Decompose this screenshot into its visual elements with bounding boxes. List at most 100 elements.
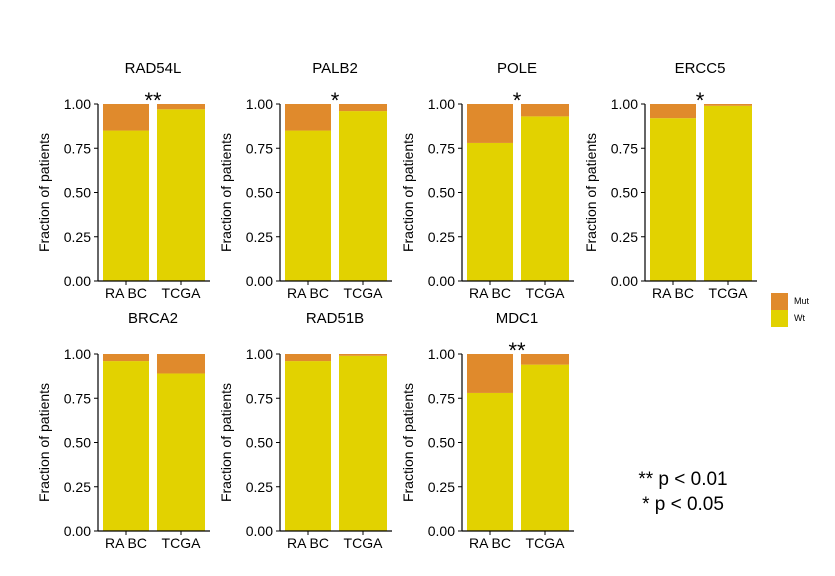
y-tick-label: 0.25 bbox=[428, 479, 455, 495]
bar-wt-tcga bbox=[157, 109, 205, 281]
y-tick-label: 0.75 bbox=[246, 390, 273, 406]
y-tick-label: 0.75 bbox=[428, 390, 455, 406]
y-tick-label: 0.50 bbox=[428, 185, 455, 201]
y-tick-label: 0.50 bbox=[64, 435, 91, 451]
legend-swatch-wt bbox=[771, 310, 788, 327]
x-tick-label: RA BC bbox=[105, 285, 147, 301]
bar-mut-tcga bbox=[157, 354, 205, 374]
bar-wt-tcga bbox=[704, 105, 752, 282]
significance-marker: * bbox=[331, 88, 340, 113]
y-tick-label: 0.00 bbox=[428, 273, 455, 289]
y-tick-label: 0.00 bbox=[64, 273, 91, 289]
panel-title: ERCC5 bbox=[675, 60, 726, 77]
bar-mut-ra-bc bbox=[467, 354, 513, 393]
y-axis-label: Fraction of patients bbox=[400, 383, 416, 502]
panel-brca2: BRCA2 RA BC TCGA 0.00 0.25 0.50 0.75 1.00 Fracti… bbox=[36, 310, 210, 551]
y-tick-label: 0.75 bbox=[611, 140, 638, 156]
y-tick-label: 1.00 bbox=[64, 346, 91, 362]
bar-wt-ra-bc bbox=[467, 142, 513, 281]
bar-wt-tcga bbox=[521, 116, 569, 281]
bar-wt-tcga bbox=[157, 373, 205, 531]
x-tick-label: RA BC bbox=[469, 285, 511, 301]
bar-wt-ra-bc bbox=[467, 392, 513, 531]
bar-mut-tcga bbox=[339, 354, 387, 356]
bar-wt-ra-bc bbox=[650, 118, 696, 281]
legend-label-wt: Wt bbox=[794, 313, 805, 323]
panel-title: BRCA2 bbox=[128, 310, 178, 327]
bar-mut-ra-bc bbox=[467, 104, 513, 143]
panel-rad54l: RAD54L**RA BC TCGA0.000.250.500.751.00Fra… bbox=[36, 60, 210, 301]
y-tick-label: 0.50 bbox=[246, 435, 273, 451]
x-tick-label: TCGA bbox=[344, 285, 384, 301]
panels-group: RAD54L * * RA BC TCGA 0.00 0.25 0.50 0.75 1.00 Fra… bbox=[36, 60, 757, 551]
bar-mut-ra-bc bbox=[285, 104, 331, 131]
y-tick-label: 0.25 bbox=[246, 479, 273, 495]
significance-marker: * bbox=[513, 88, 522, 113]
bar-mut-tcga bbox=[157, 104, 205, 110]
significance-marker: * bbox=[696, 88, 705, 113]
y-tick-label: 0.25 bbox=[611, 229, 638, 245]
x-tick-label: RA BC bbox=[287, 285, 329, 301]
panel-mdc1: MDC1**RA BC TCGA0.000.250.500.751.00Fract… bbox=[400, 310, 574, 551]
panel-palb2: PALB2 * RA BC TCGA 0.00 0.25 0.50 0.75 1.00 Fract… bbox=[218, 60, 392, 301]
y-tick-label: 0.00 bbox=[246, 523, 273, 539]
bar-mut-tcga bbox=[521, 104, 569, 117]
bar-wt-ra-bc bbox=[103, 130, 149, 281]
significance-key: ** p < 0.01 * p < 0.05 bbox=[638, 469, 727, 515]
y-tick-label: 0.75 bbox=[246, 140, 273, 156]
y-tick-label: 1.00 bbox=[64, 96, 91, 112]
y-tick-label: 0.25 bbox=[64, 229, 91, 245]
y-axis-label: Fraction of patients bbox=[583, 133, 599, 252]
legend-swatch-mut bbox=[771, 293, 788, 310]
y-tick-label: 1.00 bbox=[246, 346, 273, 362]
x-tick-label: TCGA bbox=[162, 535, 202, 551]
bar-mut-tcga bbox=[521, 354, 569, 365]
y-tick-label: 1.00 bbox=[428, 346, 455, 362]
x-tick-label: TCGA bbox=[526, 535, 566, 551]
y-tick-label: 0.50 bbox=[428, 435, 455, 451]
bar-wt-ra-bc bbox=[285, 361, 331, 531]
x-tick-label: RA BC bbox=[469, 535, 511, 551]
y-tick-label: 1.00 bbox=[428, 96, 455, 112]
y-tick-label: 0.75 bbox=[64, 390, 91, 406]
legend-label-mut: Mut bbox=[794, 296, 810, 306]
bar-mut-ra-bc bbox=[285, 354, 331, 362]
panel-title: PALB2 bbox=[312, 60, 358, 77]
y-axis-label: Fraction of patients bbox=[400, 133, 416, 252]
y-tick-label: 1.00 bbox=[246, 96, 273, 112]
panel-title: MDC1 bbox=[496, 310, 539, 327]
panel-ercc5: ERCC5 * RA BC TCGA 0.00 0.25 0.50 0.75 1.00 Fract… bbox=[583, 60, 757, 301]
bar-wt-tcga bbox=[339, 355, 387, 531]
significance-note: ** p < 0.01 bbox=[638, 469, 727, 490]
panel-title: RAD51B bbox=[306, 310, 364, 327]
bar-mut-tcga bbox=[339, 104, 387, 112]
bar-mut-ra-bc bbox=[103, 104, 149, 131]
bar-mut-ra-bc bbox=[650, 104, 696, 119]
y-tick-label: 0.50 bbox=[64, 185, 91, 201]
y-axis-label: Fraction of patients bbox=[218, 383, 234, 502]
y-tick-label: 1.00 bbox=[611, 96, 638, 112]
bar-wt-tcga bbox=[521, 364, 569, 531]
x-tick-label: TCGA bbox=[526, 285, 566, 301]
x-tick-label: RA BC bbox=[105, 535, 147, 551]
x-tick-label: TCGA bbox=[162, 285, 202, 301]
panel-pole: POLE * RA BC TCGA 0.00 0.25 0.50 0.75 1.00 Fracti… bbox=[400, 60, 574, 301]
bar-wt-ra-bc bbox=[103, 361, 149, 531]
legend: Mut Wt bbox=[771, 293, 810, 327]
y-tick-label: 0.00 bbox=[611, 273, 638, 289]
y-tick-label: 0.00 bbox=[428, 523, 455, 539]
y-tick-label: 0.75 bbox=[428, 140, 455, 156]
bar-mut-ra-bc bbox=[103, 354, 149, 362]
y-tick-label: 0.50 bbox=[611, 185, 638, 201]
y-tick-label: 0.25 bbox=[428, 229, 455, 245]
y-axis-label: Fraction of patients bbox=[218, 133, 234, 252]
panel-title: POLE bbox=[497, 60, 537, 77]
y-axis-label: Fraction of patients bbox=[36, 383, 52, 502]
bar-wt-ra-bc bbox=[285, 130, 331, 281]
y-axis-label: Fraction of patients bbox=[36, 133, 52, 252]
y-tick-label: 0.25 bbox=[64, 479, 91, 495]
y-tick-label: 0.00 bbox=[246, 273, 273, 289]
y-tick-label: 0.00 bbox=[64, 523, 91, 539]
x-tick-label: TCGA bbox=[344, 535, 384, 551]
